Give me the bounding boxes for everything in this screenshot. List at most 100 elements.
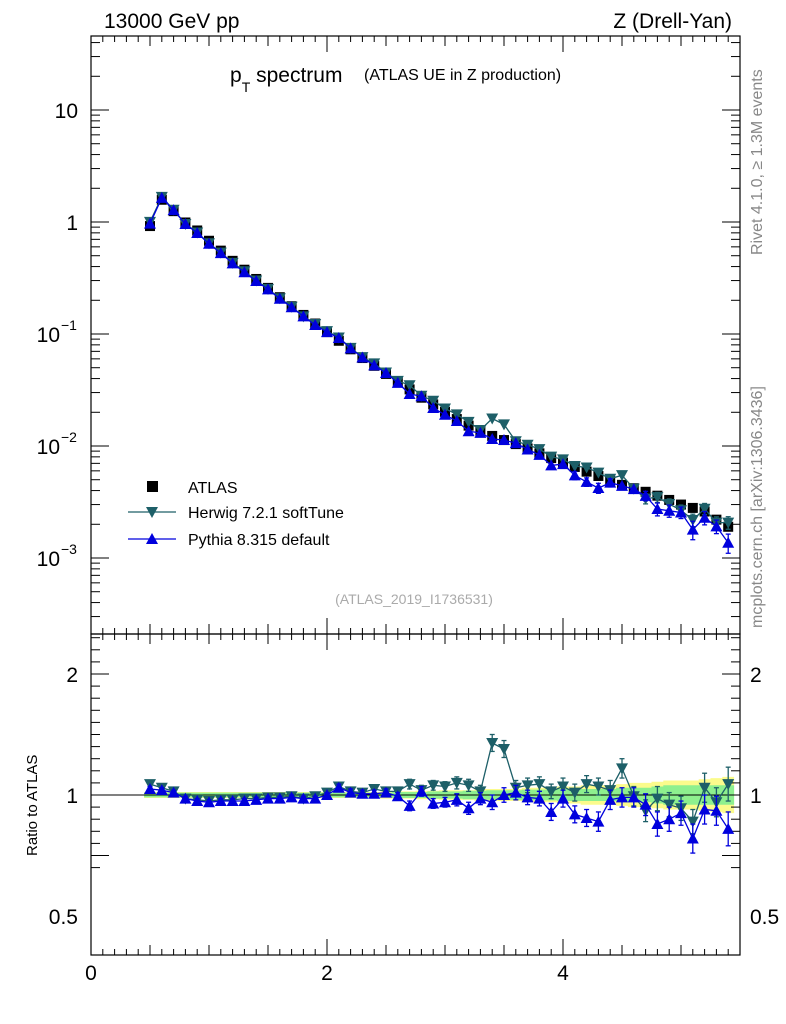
herwig-ratio-line <box>149 742 729 823</box>
herwig-point <box>403 380 416 392</box>
pythia-point <box>380 366 392 378</box>
pythia-point <box>604 476 617 488</box>
main-ytick-label: 10 <box>37 548 60 571</box>
pythia-point <box>450 415 463 427</box>
ratio-ytick-label-right: 2 <box>750 664 762 687</box>
pythia-ratio-point <box>486 796 499 808</box>
pythia-ratio-point <box>521 791 534 803</box>
pythia-point <box>533 448 546 460</box>
herwig-point <box>427 395 440 407</box>
pythia-ratio-point <box>167 786 180 798</box>
herwig-point <box>616 470 628 482</box>
main-ytick-label: 10 <box>37 324 60 347</box>
pythia-point <box>309 319 322 331</box>
herwig-point <box>698 503 711 515</box>
herwig-point <box>486 413 499 425</box>
pythia-point <box>167 204 180 216</box>
pythia-ratio-point <box>533 792 546 804</box>
pythia-point <box>462 425 475 437</box>
ratio-series <box>144 733 735 854</box>
pythia-ratio-point <box>297 792 310 804</box>
pythia-point <box>203 237 215 249</box>
herwig-ratio-point <box>427 780 440 792</box>
chart-title: pT spectrum <box>230 64 342 95</box>
pythia-ratio-point <box>639 798 652 810</box>
pythia-ratio-point <box>580 811 593 823</box>
herwig-ratio-point <box>450 777 463 789</box>
main-ytick-label: 10 <box>37 436 60 459</box>
pythia-point <box>321 326 333 338</box>
pythia-ratio-point <box>321 789 333 800</box>
ratio-ytick-label: 2 <box>66 664 78 687</box>
chart-title-p: p <box>230 64 242 87</box>
pythia-ratio-point <box>238 795 251 807</box>
pythia-ratio-point <box>250 793 263 805</box>
herwig-ratio-point <box>439 781 451 793</box>
herwig-ratio-point <box>686 816 699 828</box>
pythia-ratio-point <box>415 785 428 797</box>
legend-marker-herwig <box>146 507 158 518</box>
herwig-point <box>592 467 605 479</box>
pythia-point <box>262 283 274 295</box>
pythia-ratio-point <box>344 786 357 798</box>
pythia-point <box>427 401 440 413</box>
pythia-ratio-point <box>675 807 687 819</box>
herwig-ratio-point <box>545 786 558 798</box>
main-ytick-exponent: −3 <box>61 541 77 557</box>
herwig-ratio-point <box>403 779 416 791</box>
pythia-ratio-point <box>262 792 274 804</box>
main-series <box>144 191 735 554</box>
pythia-point <box>639 489 652 501</box>
pythia-point <box>250 274 263 286</box>
pythia-point <box>557 458 569 470</box>
pythia-point <box>698 511 711 523</box>
pythia-ratio-point <box>356 787 369 799</box>
pythia-point <box>344 342 357 354</box>
pythia-ratio-point <box>557 792 569 804</box>
pythia-point <box>179 217 192 229</box>
analysis-id-label: (ATLAS_2019_I1736531) <box>335 591 493 607</box>
pythia-point <box>498 434 510 446</box>
pythia-point <box>545 459 558 471</box>
pythia-ratio-point <box>226 795 239 807</box>
pythia-ratio-point <box>332 781 345 793</box>
legend-marker-pythia <box>146 533 158 544</box>
pythia-point <box>368 359 381 371</box>
pythia-point <box>580 475 593 487</box>
herwig-ratio-point <box>722 779 735 791</box>
xtick-label: 0 <box>85 962 97 985</box>
herwig-point <box>722 517 735 529</box>
pythia-point <box>356 351 369 363</box>
pythia-ratio-point <box>309 792 322 804</box>
main-ytick-label: 10 <box>55 100 78 123</box>
ratio-ylabel: Ratio to ATLAS <box>24 755 41 856</box>
legend-label-pythia: Pythia 8.315 default <box>188 532 330 549</box>
pythia-point <box>226 257 239 269</box>
herwig-point <box>686 515 699 527</box>
rivet-version-label: Rivet 4.1.0, ≥ 1.3M events <box>749 69 766 255</box>
ratio-ytick-label-right: 1 <box>750 785 762 808</box>
pythia-point <box>474 426 487 438</box>
herwig-ratio-point <box>580 779 593 791</box>
pythia-ratio-point <box>214 795 227 807</box>
legend: ATLAS Herwig 7.2.1 softTune Pythia 8.315… <box>128 480 344 549</box>
pythia-point <box>722 536 735 548</box>
pythia-ratio-point <box>391 790 404 802</box>
pythia-point <box>238 266 251 278</box>
pythia-point <box>155 191 168 203</box>
herwig-point <box>462 416 475 428</box>
herwig-point <box>580 462 593 474</box>
pythia-point <box>592 482 605 494</box>
pythia-ratio-point <box>450 793 463 805</box>
herwig-ratio-point <box>592 781 605 793</box>
legend-label-atlas: ATLAS <box>188 480 238 497</box>
pythia-ratio-point <box>545 805 558 817</box>
pythia-point <box>675 506 687 518</box>
pythia-ratio-point <box>155 784 168 796</box>
pythia-point <box>521 443 534 455</box>
main-ytick-exponent: −2 <box>61 429 77 445</box>
herwig-ratio-point <box>474 786 487 798</box>
pythia-point <box>509 437 522 449</box>
mcplots-label: mcplots.cern.ch [arXiv:1306.3436] <box>749 386 766 628</box>
pythia-ratio-point <box>604 793 617 805</box>
